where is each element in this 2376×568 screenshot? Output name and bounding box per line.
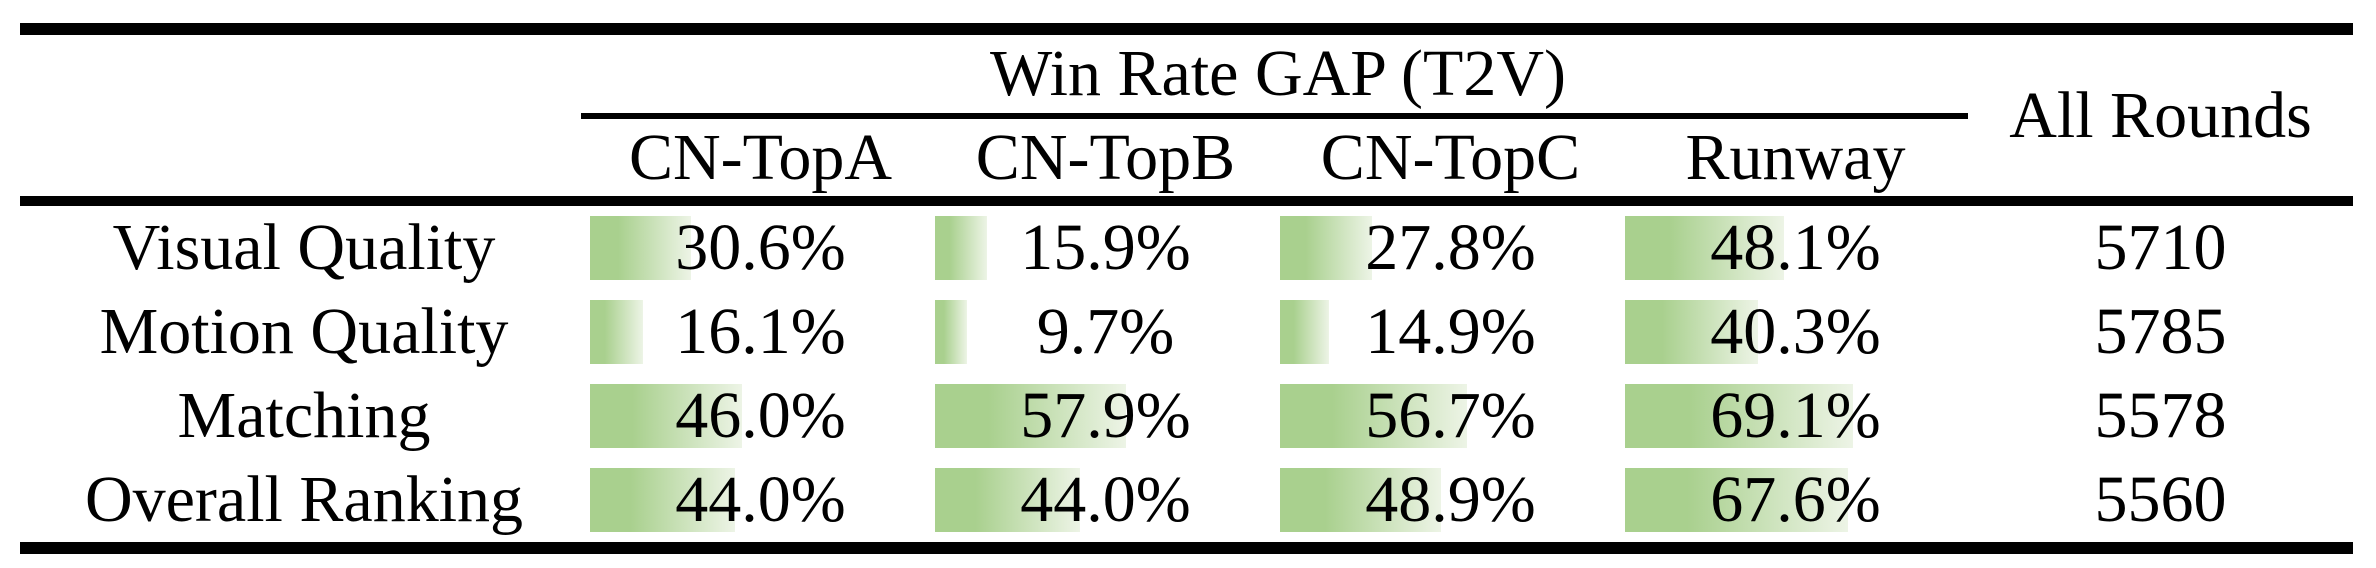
- winrate-cell: 67.6%: [1623, 458, 1968, 542]
- column-headers: CN-TopA CN-TopB CN-TopC Runway: [588, 119, 1968, 196]
- winrate-bar: [590, 216, 691, 280]
- winrate-bar: [1625, 300, 1758, 364]
- row-label: Matching: [177, 379, 431, 452]
- winrate-cell: 57.9%: [933, 374, 1278, 458]
- table-row: Matching 46.0% 57.9% 56.7% 69.1% 5578: [20, 374, 2353, 458]
- winrate-value: 40.3%: [1710, 295, 1881, 368]
- winrate-value: 48.9%: [1365, 463, 1536, 536]
- table-top-rule: [20, 23, 2353, 35]
- winrate-bar: [1280, 216, 1372, 280]
- header-label-spacer: [20, 35, 588, 196]
- winrate-cell: 30.6%: [588, 206, 933, 290]
- table-row: Motion Quality 16.1% 9.7% 14.9% 40.3% 5785: [20, 290, 2353, 374]
- row-cells: 16.1% 9.7% 14.9% 40.3%: [588, 290, 1968, 374]
- all-rounds-value: 5578: [2094, 379, 2227, 452]
- table-bottom-rule: [20, 542, 2353, 554]
- column-header-all-rounds: All Rounds: [2009, 78, 2312, 152]
- winrate-bar: [1625, 216, 1784, 280]
- winrate-cell: 56.7%: [1278, 374, 1623, 458]
- row-label: Visual Quality: [112, 211, 496, 284]
- all-rounds-value: 5710: [2094, 211, 2227, 284]
- winrate-value: 48.1%: [1710, 211, 1881, 284]
- all-rounds-value: 5785: [2094, 295, 2227, 368]
- winrate-value: 46.0%: [675, 379, 846, 452]
- table-row: Overall Ranking 44.0% 44.0% 48.9% 67.6% 556…: [20, 458, 2353, 542]
- group-title-rule: [581, 113, 1968, 119]
- winrate-cell: 16.1%: [588, 290, 933, 374]
- winrate-bar: [935, 216, 987, 280]
- winrate-value: 30.6%: [675, 211, 846, 284]
- column-header-cn-topc: CN-TopC: [1320, 120, 1581, 194]
- winrate-bar: [1280, 300, 1329, 364]
- winrate-value: 9.7%: [1036, 295, 1175, 368]
- winrate-cell: 44.0%: [933, 458, 1278, 542]
- winrate-bar: [590, 384, 742, 448]
- table-header-rule: [20, 196, 2353, 206]
- row-label: Motion Quality: [99, 295, 509, 368]
- winrate-bar: [1280, 384, 1467, 448]
- row-cells: 44.0% 44.0% 48.9% 67.6%: [588, 458, 1968, 542]
- winrate-gap-table: Win Rate GAP (T2V) CN-TopA CN-TopB CN-To…: [20, 23, 2353, 554]
- group-title: Win Rate GAP (T2V): [990, 37, 1566, 110]
- row-cells: 30.6% 15.9% 27.8% 48.1%: [588, 206, 1968, 290]
- column-header-cn-topa: CN-TopA: [628, 120, 893, 194]
- winrate-bar: [1625, 384, 1853, 448]
- winrate-bar: [590, 300, 643, 364]
- winrate-bar: [935, 300, 967, 364]
- row-label: Overall Ranking: [84, 463, 524, 536]
- winrate-value: 15.9%: [1020, 211, 1191, 284]
- winrate-value: 16.1%: [675, 295, 846, 368]
- row-cells: 46.0% 57.9% 56.7% 69.1%: [588, 374, 1968, 458]
- column-header-runway: Runway: [1685, 120, 1906, 194]
- winrate-value: 44.0%: [1020, 463, 1191, 536]
- winrate-cell: 9.7%: [933, 290, 1278, 374]
- winrate-bar: [1625, 468, 1848, 532]
- winrate-value: 57.9%: [1020, 379, 1191, 452]
- column-header-cn-topb: CN-TopB: [975, 120, 1236, 194]
- winrate-cell: 69.1%: [1623, 374, 1968, 458]
- all-rounds-value: 5560: [2094, 463, 2227, 536]
- winrate-cell: 27.8%: [1278, 206, 1623, 290]
- winrate-value: 14.9%: [1365, 295, 1536, 368]
- winrate-value: 56.7%: [1365, 379, 1536, 452]
- winrate-cell: 40.3%: [1623, 290, 1968, 374]
- winrate-cell: 48.1%: [1623, 206, 1968, 290]
- winrate-cell: 48.9%: [1278, 458, 1623, 542]
- winrate-value: 67.6%: [1710, 463, 1881, 536]
- winrate-cell: 14.9%: [1278, 290, 1623, 374]
- header-group-winrate: Win Rate GAP (T2V) CN-TopA CN-TopB CN-To…: [581, 35, 1968, 196]
- winrate-cell: 46.0%: [588, 374, 933, 458]
- winrate-cell: 15.9%: [933, 206, 1278, 290]
- table-header: Win Rate GAP (T2V) CN-TopA CN-TopB CN-To…: [20, 35, 2353, 196]
- winrate-bar: [935, 384, 1126, 448]
- winrate-bar: [935, 468, 1080, 532]
- table-row: Visual Quality 30.6% 15.9% 27.8% 48.1% 5710: [20, 206, 2353, 290]
- winrate-value: 69.1%: [1710, 379, 1881, 452]
- winrate-cell: 44.0%: [588, 458, 933, 542]
- winrate-bar: [590, 468, 735, 532]
- winrate-value: 27.8%: [1365, 211, 1536, 284]
- winrate-bar: [1280, 468, 1441, 532]
- table-body: Visual Quality 30.6% 15.9% 27.8% 48.1% 5710…: [20, 206, 2353, 542]
- winrate-value: 44.0%: [675, 463, 846, 536]
